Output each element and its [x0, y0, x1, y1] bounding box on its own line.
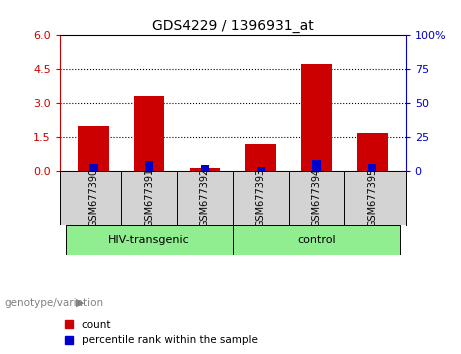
Text: HIV-transgenic: HIV-transgenic: [108, 235, 190, 245]
Bar: [312, 160, 321, 171]
Bar: [145, 161, 154, 171]
Bar: [256, 167, 265, 171]
Bar: [78, 126, 109, 171]
Bar: [89, 164, 98, 171]
Bar: [357, 133, 388, 171]
Title: GDS4229 / 1396931_at: GDS4229 / 1396931_at: [152, 19, 313, 33]
Bar: [368, 164, 376, 171]
Text: genotype/variation: genotype/variation: [5, 298, 104, 308]
Bar: [201, 165, 209, 171]
Text: GSM677391: GSM677391: [144, 168, 154, 227]
Text: GSM677395: GSM677395: [367, 168, 377, 227]
Bar: [189, 168, 220, 171]
Text: GSM677392: GSM677392: [200, 168, 210, 227]
Text: GSM677393: GSM677393: [256, 168, 266, 227]
Text: ▶: ▶: [76, 298, 84, 308]
Bar: [301, 64, 332, 171]
Bar: [134, 96, 165, 171]
Text: control: control: [297, 235, 336, 245]
Bar: [65, 225, 233, 255]
Bar: [245, 144, 276, 171]
Legend: count, percentile rank within the sample: count, percentile rank within the sample: [65, 320, 258, 345]
Text: GSM677390: GSM677390: [89, 168, 98, 227]
Bar: [233, 225, 400, 255]
Text: GSM677394: GSM677394: [312, 168, 321, 227]
